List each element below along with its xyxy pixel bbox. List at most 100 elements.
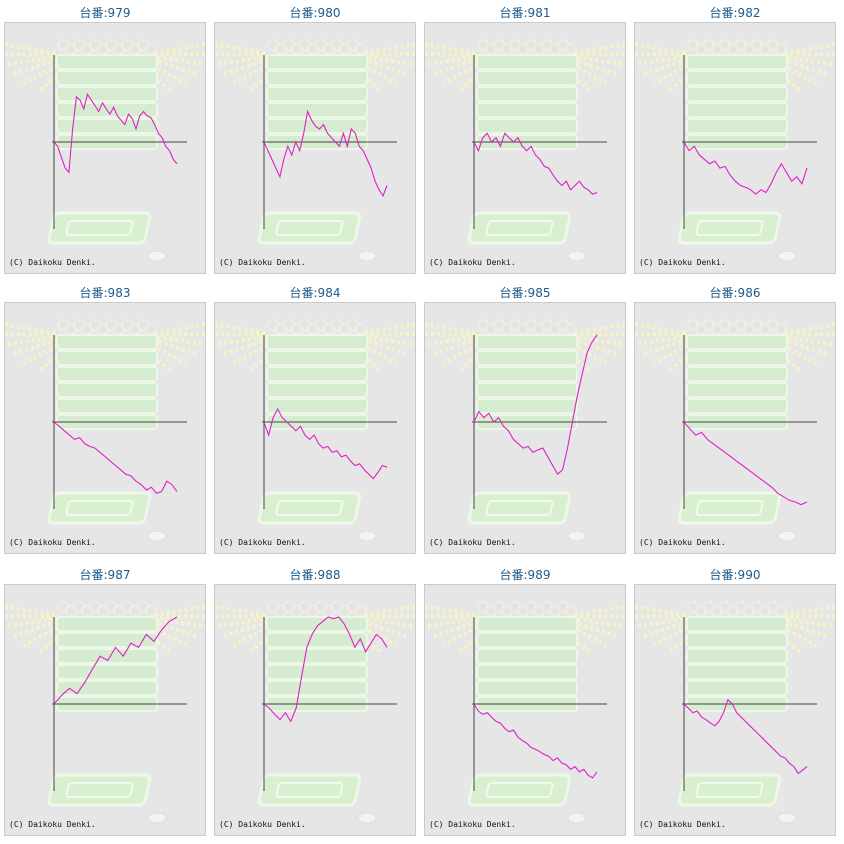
tray-shape [257, 773, 362, 807]
coin-icon [147, 530, 167, 542]
sunburst-ray [574, 322, 625, 335]
stacked-box [56, 382, 158, 398]
line-chart [635, 601, 835, 824]
stacked-box [56, 680, 158, 696]
line-chart [215, 601, 415, 824]
machine-number-link[interactable]: 台番:984 [289, 286, 341, 300]
sunburst-ray [784, 332, 835, 337]
chart-panel: (C) Daikoku Denki. [4, 584, 206, 836]
stacked-box [476, 334, 578, 350]
sunburst-ray [425, 614, 476, 619]
coin-icon [357, 812, 377, 824]
tray-shape [47, 773, 152, 807]
machine-cell: 台番:979 (C) Daikoku Denki. [0, 0, 210, 276]
copyright-text: (C) Daikoku Denki. [9, 820, 96, 829]
stacked-box [266, 398, 368, 414]
stacked-box [686, 366, 788, 382]
stacked-box [476, 102, 578, 118]
stacked-box [476, 54, 578, 70]
copyright-text: (C) Daikoku Denki. [9, 538, 96, 547]
backdrop-illustration [5, 319, 205, 542]
stacked-box [476, 664, 578, 680]
tray-inner [695, 220, 764, 236]
coin-icon [147, 250, 167, 262]
sunburst-ray [574, 614, 625, 619]
line-chart [215, 319, 415, 542]
chart-panel: (C) Daikoku Denki. [424, 302, 626, 554]
stacked-box [56, 632, 158, 648]
series-line [263, 109, 388, 198]
stacked-box [686, 382, 788, 398]
stacked-box [476, 86, 578, 102]
sunburst-ray [5, 42, 56, 55]
sunburst-ray [425, 322, 476, 335]
machine-number-link[interactable]: 台番:986 [709, 286, 761, 300]
machine-number-link[interactable]: 台番:989 [499, 568, 551, 582]
machine-cell: 台番:985 (C) Daikoku Denki. [420, 280, 630, 556]
sunburst-ray [154, 322, 205, 335]
stacked-box [266, 102, 368, 118]
line-chart [5, 601, 205, 824]
tray-shape [677, 211, 782, 245]
stacked-box [266, 350, 368, 366]
series-line [53, 92, 178, 174]
line-chart [425, 601, 625, 824]
machine-number-link[interactable]: 台番:987 [79, 568, 131, 582]
sunburst-ray [635, 614, 686, 619]
sunburst-ray [154, 52, 205, 57]
tray-inner [485, 500, 554, 516]
sunburst-ray [364, 52, 415, 57]
coin-icon [357, 250, 377, 262]
machine-number-link[interactable]: 台番:985 [499, 286, 551, 300]
sunburst-ray [215, 42, 266, 55]
tray-inner [275, 220, 344, 236]
machine-number-link[interactable]: 台番:990 [709, 568, 761, 582]
tray-inner [695, 782, 764, 798]
tray-inner [485, 782, 554, 798]
tray-inner [695, 500, 764, 516]
stacked-box [476, 70, 578, 86]
sunburst-ray [425, 332, 476, 337]
machine-number-link[interactable]: 台番:982 [709, 6, 761, 20]
stacked-box [686, 398, 788, 414]
stacked-box [476, 632, 578, 648]
sunburst-ray [5, 614, 56, 619]
backdrop-illustration [635, 601, 835, 824]
stacked-box [476, 648, 578, 664]
sunburst-ray [154, 332, 205, 337]
machine-number-link[interactable]: 台番:983 [79, 286, 131, 300]
sunburst-ray [215, 332, 266, 337]
sunburst-ray [635, 42, 686, 55]
sunburst-ray [635, 322, 686, 335]
tray-shape [467, 211, 572, 245]
machine-number-link[interactable]: 台番:980 [289, 6, 341, 20]
machine-cell: 台番:990 (C) Daikoku Denki. [630, 562, 840, 838]
stacked-box [266, 664, 368, 680]
sunburst-ray [215, 614, 266, 619]
chart-panel: (C) Daikoku Denki. [214, 22, 416, 274]
machine-number-link[interactable]: 台番:979 [79, 6, 131, 20]
machine-cell: 台番:981 (C) Daikoku Denki. [420, 0, 630, 276]
ball-icon [145, 323, 157, 335]
stacked-box [476, 680, 578, 696]
stacked-box [686, 102, 788, 118]
machine-number-link[interactable]: 台番:988 [289, 568, 341, 582]
machine-number-link[interactable]: 台番:981 [499, 6, 551, 20]
stacked-box [266, 648, 368, 664]
ball-icon [565, 43, 577, 55]
sunburst-ray [154, 614, 205, 619]
line-chart [635, 39, 835, 262]
coin-icon [357, 530, 377, 542]
sunburst-ray [784, 42, 835, 55]
ball-icon [355, 605, 367, 617]
sunburst-ray [364, 322, 415, 335]
machine-cell: 台番:987 (C) Daikoku Denki. [0, 562, 210, 838]
series-line [683, 698, 808, 775]
chart-panel: (C) Daikoku Denki. [634, 302, 836, 554]
series-line [473, 703, 598, 779]
stacked-box [56, 70, 158, 86]
sunburst-ray [635, 52, 686, 57]
stacked-box [266, 632, 368, 648]
tray-shape [467, 773, 572, 807]
machine-cell: 台番:983 (C) Daikoku Denki. [0, 280, 210, 556]
